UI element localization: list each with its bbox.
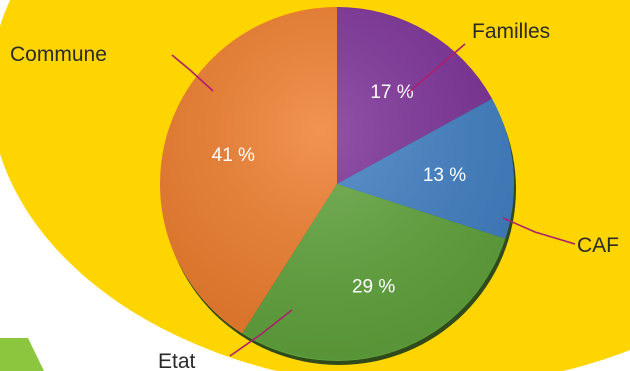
- slice-label-etat: 29 %: [352, 277, 395, 298]
- callout-caf: CAF: [577, 234, 619, 257]
- leader-line-caf: [502, 217, 576, 245]
- callout-commune: Commune: [10, 43, 107, 66]
- callout-etat: Etat: [158, 350, 196, 371]
- leader-line-commune: [171, 54, 214, 92]
- slice-label-caf: 13 %: [423, 165, 466, 186]
- callout-familles: Familles: [472, 20, 550, 43]
- slice-label-familles: 17 %: [370, 82, 413, 103]
- leader-line-etat: [229, 309, 293, 357]
- corner-accent: [0, 338, 44, 371]
- slice-label-commune: 41 %: [212, 145, 255, 166]
- leader-line-familles: [407, 43, 466, 94]
